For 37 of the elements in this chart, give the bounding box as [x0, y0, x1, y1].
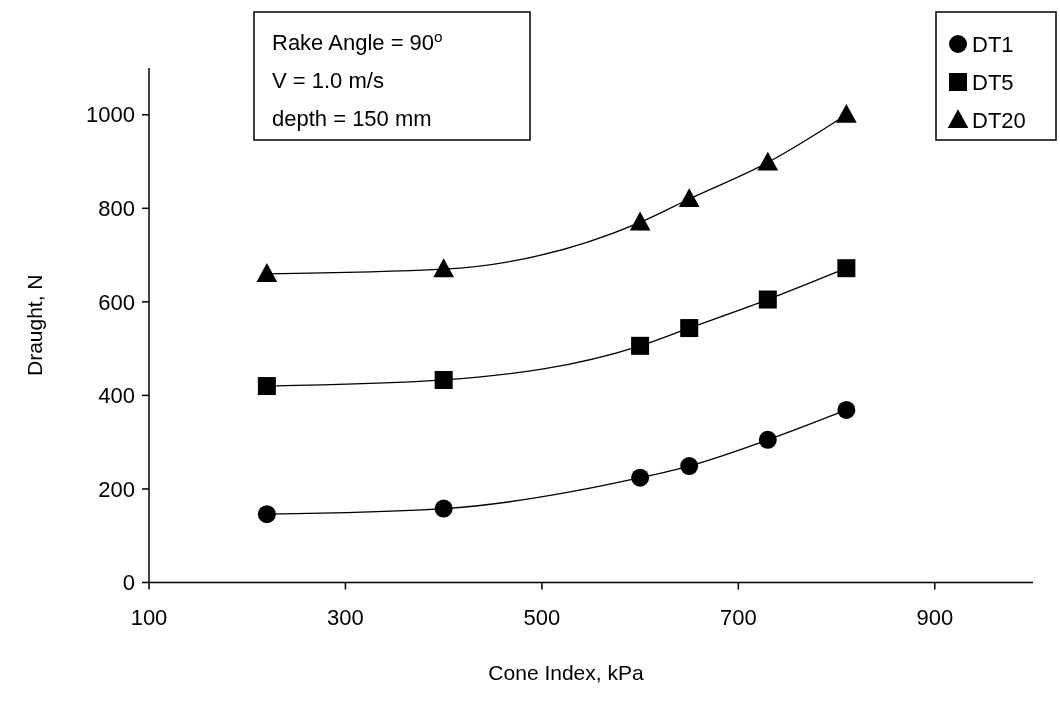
- point: [836, 103, 857, 123]
- x-axis-title: Cone Index, kPa: [488, 661, 644, 684]
- x-tick-label: 900: [916, 604, 954, 630]
- point: [631, 468, 650, 487]
- point: [837, 259, 856, 278]
- point: [433, 258, 455, 278]
- y-tick-label: 800: [98, 196, 135, 222]
- annotation: V = 1.0 m/s: [272, 68, 384, 93]
- point: [680, 319, 699, 338]
- y-tick-label: 1000: [86, 102, 135, 128]
- point: [257, 377, 276, 396]
- point: [680, 457, 699, 476]
- point: [758, 430, 777, 449]
- text: Rake Angle = 90$^{o}$: [272, 27, 443, 55]
- point: [757, 151, 779, 171]
- y-tick-label: 200: [98, 476, 135, 502]
- x-tick-label: 100: [130, 604, 168, 630]
- y-tick-label: 0: [122, 570, 135, 596]
- x-tick-label: 300: [327, 604, 364, 630]
- point: [257, 505, 276, 524]
- point: [837, 400, 856, 419]
- point: [256, 263, 278, 282]
- legend-label: DT5: [972, 69, 1014, 95]
- y-tick-label: 400: [98, 383, 135, 409]
- y-axis-title: Draught, N: [23, 274, 46, 377]
- point: [758, 290, 777, 309]
- point: [434, 370, 453, 389]
- y-tick-label: 600: [98, 289, 135, 315]
- point: [629, 211, 651, 231]
- x-tick-label: 700: [719, 604, 757, 630]
- legend-label: DT1: [972, 31, 1014, 57]
- legend-label: DT20: [972, 107, 1026, 133]
- point: [678, 188, 700, 208]
- x-tick-label: 500: [523, 604, 561, 630]
- point: [434, 499, 453, 518]
- point: [631, 336, 650, 355]
- annotation: depth = 150 mm: [272, 106, 432, 131]
